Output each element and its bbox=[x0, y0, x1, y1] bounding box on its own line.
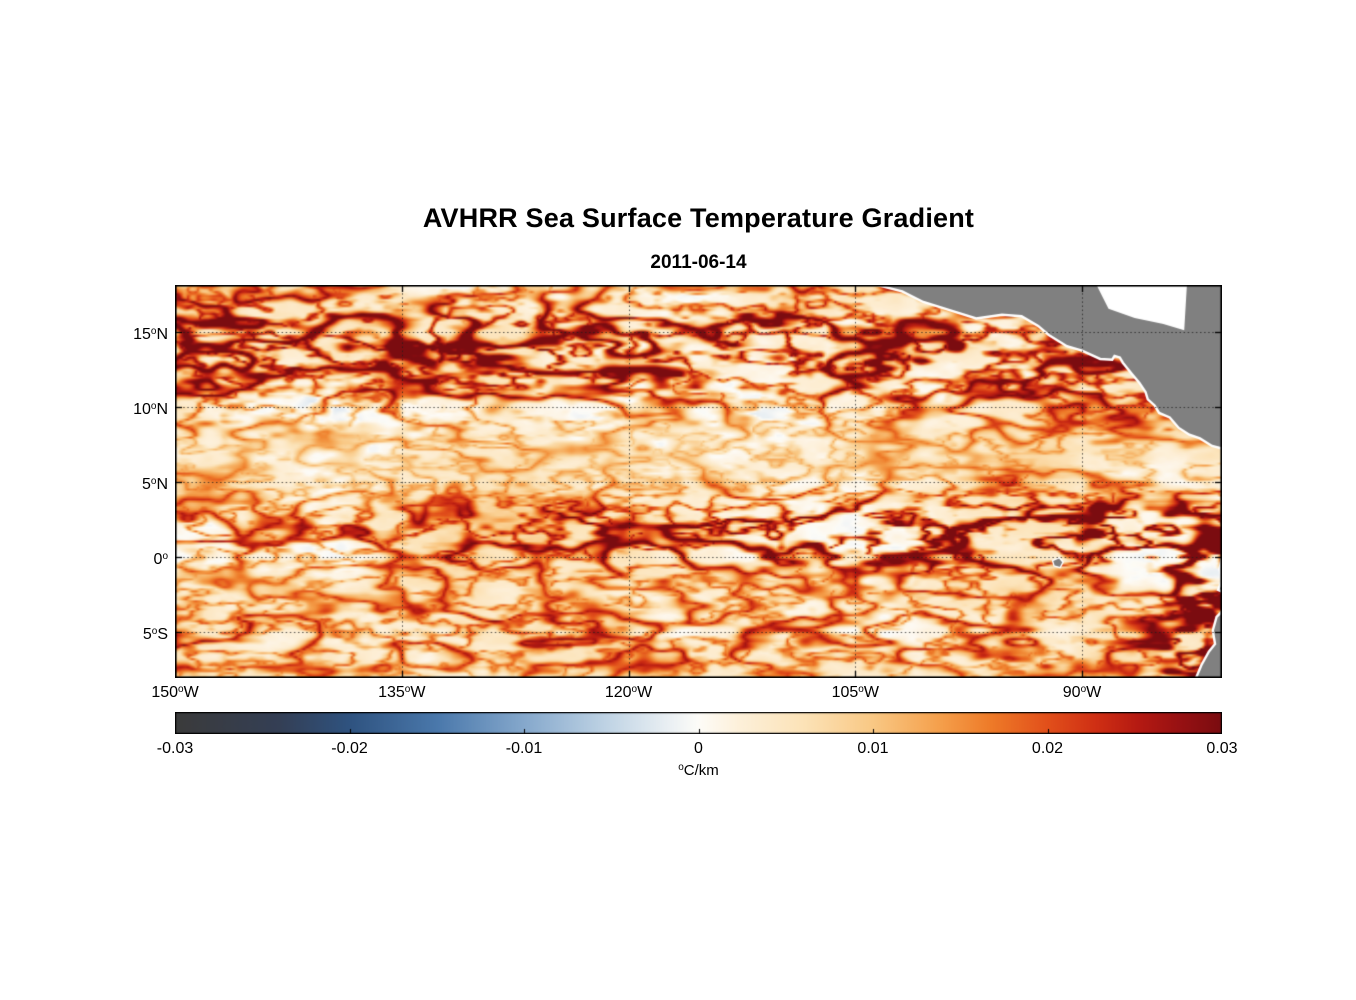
colorbar-tick-label: 0 bbox=[694, 740, 703, 757]
sst-gradient-heatmap-canvas bbox=[175, 285, 1222, 678]
x-axis-tick-label: 135oW bbox=[378, 684, 426, 701]
chart-subtitle-date: 2011-06-14 bbox=[650, 252, 747, 273]
colorbar-tick-label: 0.02 bbox=[1031, 740, 1064, 757]
y-axis-tick-label: 5oN bbox=[141, 475, 168, 493]
colorbar bbox=[175, 712, 1222, 734]
colorbar-tick-label: -0.03 bbox=[156, 740, 194, 757]
chart-title: AVHRR Sea Surface Temperature Gradient bbox=[422, 203, 975, 233]
y-axis-tick-label: 5oS bbox=[142, 625, 168, 643]
colorbar-tick-label: 0.01 bbox=[857, 740, 889, 757]
colorbar-unit-label: oC/km bbox=[678, 762, 719, 779]
colorbar-tick-label: 0.03 bbox=[1206, 740, 1238, 757]
y-axis-tick-label: 0o bbox=[153, 550, 168, 568]
x-axis-tick-label: 120oW bbox=[604, 684, 653, 701]
x-axis-tick-label: 90oW bbox=[1062, 684, 1102, 701]
y-axis-tick-label: 10oN bbox=[133, 400, 168, 418]
colorbar-tick-label: -0.01 bbox=[505, 740, 543, 757]
x-axis-tick-label: 105oW bbox=[831, 684, 879, 701]
colorbar-tick-label: -0.02 bbox=[331, 740, 368, 757]
x-axis-tick-label: 150oW bbox=[151, 684, 199, 701]
y-axis-tick-label: 15oN bbox=[133, 325, 168, 343]
